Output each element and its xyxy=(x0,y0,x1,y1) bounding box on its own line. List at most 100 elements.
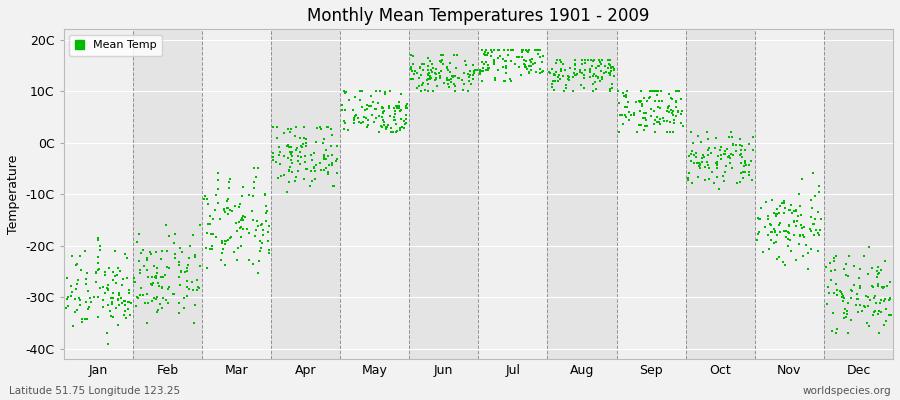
Point xyxy=(247,185,261,192)
Point xyxy=(688,150,703,156)
Point xyxy=(652,119,666,125)
Point xyxy=(182,254,196,261)
Point xyxy=(368,106,382,112)
Point xyxy=(717,151,732,157)
Point xyxy=(865,265,879,271)
Point xyxy=(209,234,223,241)
Point xyxy=(255,220,269,227)
Point xyxy=(105,277,120,284)
Point xyxy=(662,129,677,136)
Point xyxy=(288,178,302,184)
Point xyxy=(842,330,856,337)
Point xyxy=(414,88,428,94)
Point xyxy=(840,308,854,314)
Point xyxy=(69,286,84,292)
Point xyxy=(323,142,338,149)
Point xyxy=(101,282,115,288)
Point xyxy=(147,295,161,301)
Point xyxy=(836,298,850,304)
Point xyxy=(770,256,784,262)
Point xyxy=(710,164,724,171)
Point xyxy=(476,68,491,74)
Point xyxy=(500,47,515,53)
Point xyxy=(201,201,215,208)
Point xyxy=(638,123,652,129)
Point xyxy=(506,47,520,53)
Point xyxy=(603,57,617,64)
Point xyxy=(586,72,600,79)
Point xyxy=(702,176,716,182)
Point xyxy=(485,49,500,56)
Point xyxy=(607,73,621,80)
Point xyxy=(182,286,196,292)
Point xyxy=(130,238,144,245)
Point xyxy=(714,152,728,158)
Point xyxy=(325,162,339,168)
Point xyxy=(826,255,841,262)
Point xyxy=(304,157,319,164)
Point xyxy=(129,303,143,310)
Point xyxy=(667,117,681,124)
Point xyxy=(112,267,127,274)
Point xyxy=(106,294,121,301)
Point xyxy=(236,216,250,223)
Point xyxy=(372,112,386,119)
Point xyxy=(447,88,462,94)
Point xyxy=(421,70,436,76)
Point xyxy=(491,55,505,61)
Point xyxy=(850,296,865,302)
Point xyxy=(166,290,180,297)
Point xyxy=(400,101,414,107)
Point xyxy=(783,207,797,213)
Point xyxy=(633,99,647,105)
Point xyxy=(161,265,176,271)
Point xyxy=(577,85,591,92)
Point xyxy=(583,66,598,72)
Point xyxy=(369,106,383,112)
Point xyxy=(361,122,375,128)
Point xyxy=(484,53,499,59)
Point xyxy=(464,81,479,88)
Point xyxy=(382,113,397,119)
Point xyxy=(73,302,87,308)
Point xyxy=(529,68,544,75)
Point xyxy=(433,52,447,58)
Point xyxy=(303,167,318,174)
Point xyxy=(215,246,230,253)
Point xyxy=(440,64,454,70)
Point xyxy=(406,60,420,67)
Point xyxy=(477,50,491,57)
Point xyxy=(772,210,787,216)
Point xyxy=(591,57,606,64)
Point xyxy=(718,168,733,175)
Point xyxy=(80,315,94,322)
Point xyxy=(876,284,890,291)
Point xyxy=(392,103,406,109)
Point xyxy=(794,211,808,218)
Point xyxy=(795,176,809,183)
Point xyxy=(545,65,560,72)
Point xyxy=(710,161,724,168)
Point xyxy=(514,72,528,78)
Point xyxy=(246,260,260,267)
Point xyxy=(709,162,724,168)
Point xyxy=(447,52,462,58)
Point xyxy=(829,292,843,298)
Point xyxy=(89,270,104,276)
Point xyxy=(308,168,322,174)
Point xyxy=(769,211,783,218)
Point xyxy=(293,161,308,168)
Point xyxy=(834,294,849,300)
Point xyxy=(870,282,885,289)
Point xyxy=(491,47,505,53)
Point xyxy=(112,292,126,298)
Point xyxy=(272,143,286,150)
Point xyxy=(578,57,592,64)
Point xyxy=(400,120,414,126)
Point xyxy=(423,74,437,80)
Point xyxy=(653,121,668,127)
Point xyxy=(568,57,582,64)
Point xyxy=(551,78,565,84)
Point xyxy=(232,200,247,207)
Point xyxy=(860,320,875,326)
